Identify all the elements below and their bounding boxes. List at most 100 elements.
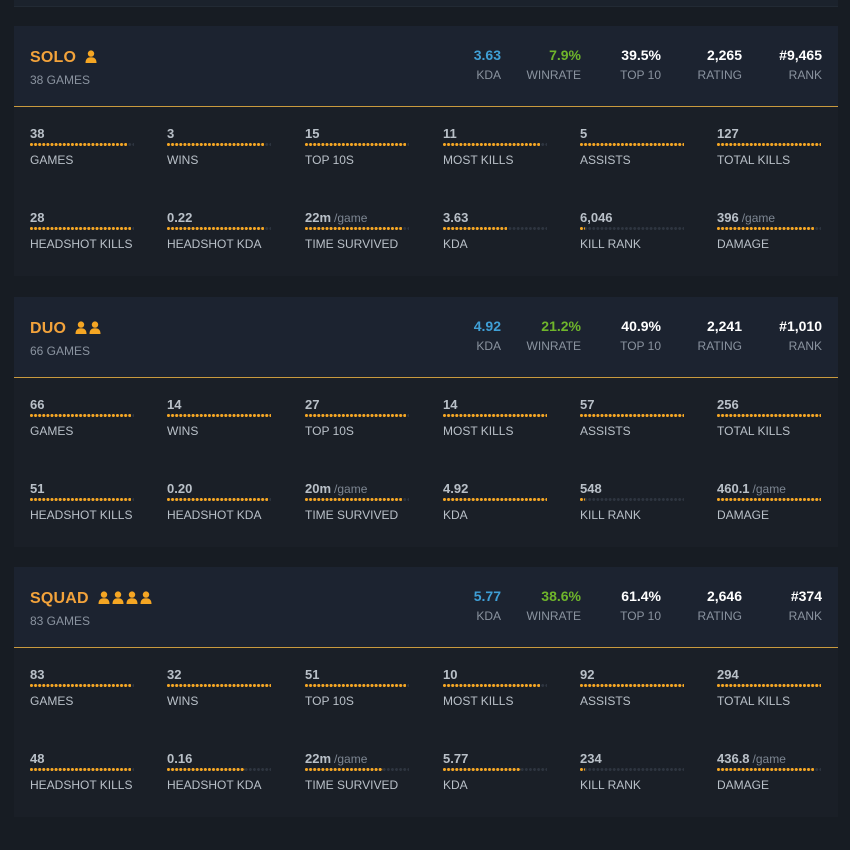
stat-value-text: 20m [305,481,332,496]
stat-progress-bar [717,684,821,687]
stat-value: 460.1/game [717,481,827,497]
stat-progress-bar [167,768,271,771]
stat-label: MOST KILLS [443,153,514,167]
stat-progress-fill [717,768,814,771]
stat-cell: 11 MOST KILLS [443,126,553,167]
mode-title: SQUAD [30,590,154,609]
stat-progress-fill [305,684,406,687]
stat-progress-bar [30,498,134,501]
stat-value: 38 [30,126,140,142]
header-stat-top10: 39.5% TOP 10 [620,46,661,82]
stat-progress-bar [580,768,684,771]
header-stat-rank: #1,010 RANK [779,317,822,353]
stat-cell: 66 GAMES [30,397,140,438]
stat-progress-bar [30,414,134,417]
stat-value-text: 83 [30,667,45,682]
stat-value-text: 92 [580,667,595,682]
stat-value: 14 [443,397,553,413]
stat-label: ASSISTS [580,424,631,438]
stat-cell: 6,046 KILL RANK [580,210,690,251]
stat-progress-bar [30,227,134,230]
stat-value-text: 0.20 [167,481,193,496]
stat-label: WINS [167,694,199,708]
header-stat-top10: 40.9% TOP 10 [620,317,661,353]
stat-value: 3 [167,126,277,142]
stat-cell: 22m/game TIME SURVIVED [305,210,415,251]
stat-value-text: 4.92 [443,481,469,496]
stat-label: HEADSHOT KILLS [30,237,133,251]
stat-progress-fill [305,768,383,771]
header-stat-label: RANK [788,68,822,82]
stat-progress-bar [167,227,271,230]
stat-progress-bar [305,414,409,417]
mode-header: SOLO 38 GAMES 3.63 KDA 7.9% WINRATE 39.5% T… [14,26,838,107]
stat-cell: 5 ASSISTS [580,126,690,167]
header-stat-value: 2,646 [706,588,742,604]
stat-progress-fill [443,768,521,771]
header-stat-value: 5.77 [473,588,501,604]
stat-progress-fill [305,227,402,230]
stat-label: GAMES [30,694,74,708]
stat-progress-bar [580,414,684,417]
stat-value: 83 [30,667,140,683]
stat-progress-fill [580,414,684,417]
stat-progress-fill [167,684,271,687]
mode-name: SQUAD [30,590,89,607]
stat-value-text: 51 [305,667,320,682]
stat-progress-bar [717,143,821,146]
stat-cell: 15 TOP 10S [305,126,415,167]
stat-label: DAMAGE [717,508,770,522]
stat-progress-fill [443,498,547,501]
header-stat-rank: #374 RANK [789,587,822,623]
stat-value-text: 38 [30,126,45,141]
person-icon [98,591,110,604]
stat-label: ASSISTS [580,153,631,167]
stat-progress-fill [443,227,508,230]
stat-value: 3.63 [443,210,553,226]
player-icons [75,321,103,339]
stat-label: TIME SURVIVED [305,778,399,792]
stat-label: TOP 10S [305,424,354,438]
stat-value-text: 22m [305,210,332,225]
stat-cell: 57 ASSISTS [580,397,690,438]
stat-cell: 3 WINS [167,126,277,167]
stat-cell: 27 TOP 10S [305,397,415,438]
stat-unit: /game [752,752,786,766]
stat-cell: 256 TOTAL KILLS [717,397,827,438]
stat-value: 66 [30,397,140,413]
games-count: 38 GAMES [30,73,91,87]
stat-progress-fill [717,414,821,417]
stat-value-text: 6,046 [580,210,613,225]
stat-progress-bar [443,414,547,417]
person-icon [126,591,138,604]
stat-label: KDA [443,508,468,522]
stat-cell: 548 KILL RANK [580,481,690,522]
stat-progress-fill [580,684,684,687]
stat-progress-fill [580,227,586,230]
stat-value: 27 [305,397,415,413]
stat-value-text: 28 [30,210,45,225]
stat-value: 5 [580,126,690,142]
stat-progress-fill [305,498,402,501]
stat-value: 20m/game [305,481,415,497]
stat-cell: 3.63 KDA [443,210,553,251]
stat-value: 127 [717,126,827,142]
stat-label: GAMES [30,424,74,438]
stat-cell: 294 TOTAL KILLS [717,667,827,708]
header-stat-label: KDA [476,609,501,623]
mode-card-squad: SQUAD 83 GAMES 5.77 KDA 38.6% WINRATE 61.4… [14,567,838,817]
stat-progress-bar [443,684,547,687]
header-stat-top10: 61.4% TOP 10 [620,587,661,623]
stat-progress-bar [580,227,684,230]
stat-progress-bar [305,684,409,687]
stat-progress-bar [443,498,547,501]
header-stat-value: 2,241 [706,318,742,334]
stat-value: 57 [580,397,690,413]
stat-progress-bar [580,498,684,501]
stat-value: 294 [717,667,827,683]
stat-label: HEADSHOT KILLS [30,508,133,522]
stat-progress-bar [580,143,684,146]
stat-progress-bar [305,768,409,771]
stat-cell: 83 GAMES [30,667,140,708]
stat-value-text: 548 [580,481,602,496]
